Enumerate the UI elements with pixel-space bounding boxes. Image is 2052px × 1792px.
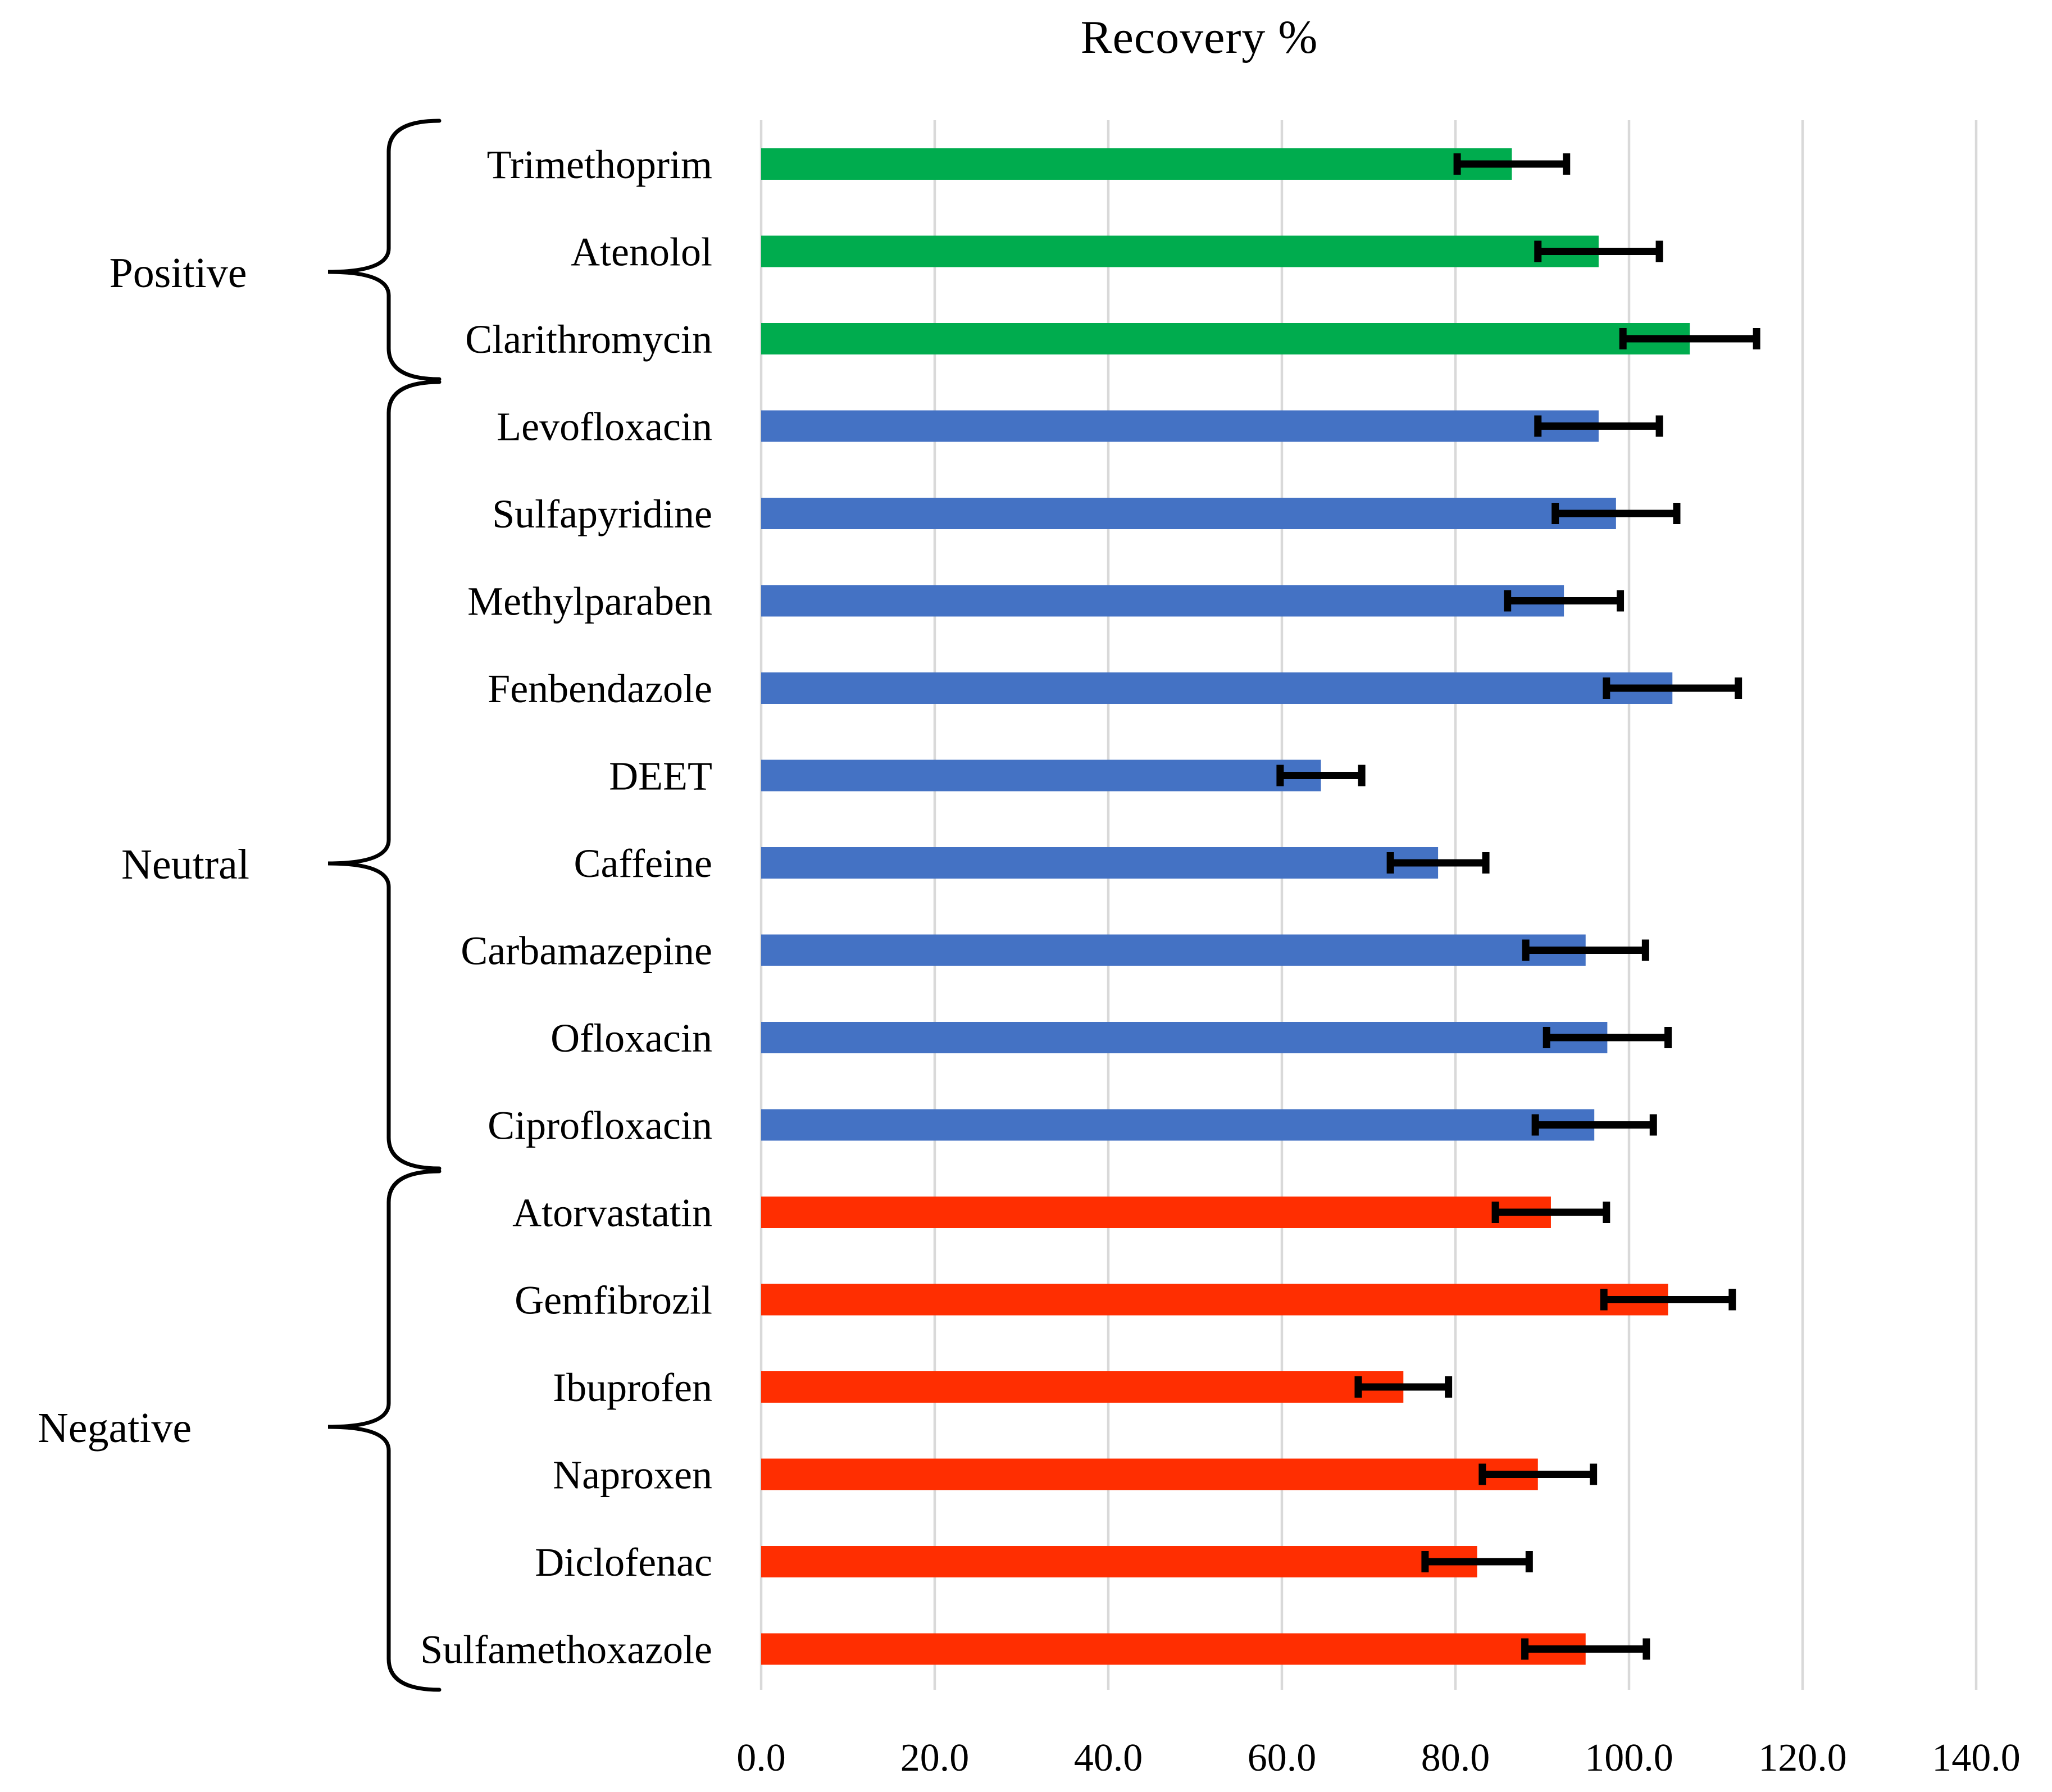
brace-neutral <box>327 380 442 1171</box>
error-bar-trimethoprim <box>1453 153 1571 175</box>
category-label-ciprofloxacin: Ciprofloxacin <box>488 1103 712 1148</box>
bar-clarithromycin <box>761 323 1690 354</box>
error-bars <box>1276 153 1760 1660</box>
error-bar-methylparaben <box>1504 590 1625 612</box>
bar-diclofenac <box>761 1546 1477 1577</box>
x-tick-label-100: 100.0 <box>1585 1736 1673 1780</box>
bar-sulfapyridine <box>761 498 1616 529</box>
error-bar-sulfapyridine <box>1551 503 1681 524</box>
error-bar-atenolol <box>1534 240 1663 262</box>
error-bar-ciprofloxacin <box>1531 1114 1657 1136</box>
category-label-sulfapyridine: Sulfapyridine <box>492 492 712 536</box>
group-label-positive: Positive <box>110 249 247 297</box>
category-label-sulfamethoxazole: Sulfamethoxazole <box>420 1627 712 1672</box>
error-bar-carbamazepine <box>1522 939 1649 961</box>
error-bar-atorvastatin <box>1491 1202 1610 1223</box>
category-label-fenbendazole: Fenbendazole <box>488 666 712 711</box>
bar-atenolol <box>761 235 1599 267</box>
error-bar-levofloxacin <box>1534 415 1663 437</box>
category-label-atorvastatin: Atorvastatin <box>512 1190 712 1235</box>
bars <box>761 148 1690 1665</box>
x-axis-tick-labels: 0.0 20.0 40.0 60.0 80.0 100.0 120.0 140.0 <box>736 1736 2021 1780</box>
group-label-negative: Negative <box>38 1404 192 1452</box>
error-bar-caffeine <box>1386 852 1490 874</box>
error-bar-naproxen <box>1478 1463 1598 1485</box>
x-tick-label-140: 140.0 <box>1932 1736 2021 1780</box>
bar-atorvastatin <box>761 1197 1551 1228</box>
error-bar-clarithromycin <box>1619 328 1760 349</box>
bar-levofloxacin <box>761 410 1599 442</box>
group-braces: Positive Neutral Negative <box>38 119 442 1692</box>
error-bar-fenbendazole <box>1603 677 1742 699</box>
category-label-atenolol: Atenolol <box>571 230 712 275</box>
error-bar-ofloxacin <box>1543 1027 1672 1048</box>
brace-positive <box>327 119 442 381</box>
error-bar-sulfamethoxazole <box>1521 1638 1650 1660</box>
category-label-deet: DEET <box>609 754 712 799</box>
category-label-carbamazepine: Carbamazepine <box>461 929 712 974</box>
bar-sulfamethoxazole <box>761 1633 1586 1665</box>
bar-ibuprofen <box>761 1371 1404 1403</box>
x-tick-label-40: 40.0 <box>1074 1736 1143 1780</box>
chart-title: Recovery % <box>1080 11 1318 63</box>
bar-trimethoprim <box>761 148 1512 180</box>
category-label-trimethoprim: Trimethoprim <box>487 142 712 187</box>
category-label-methylparaben: Methylparaben <box>467 579 712 624</box>
brace-negative <box>327 1169 442 1692</box>
error-bar-diclofenac <box>1421 1551 1533 1572</box>
bar-carbamazepine <box>761 934 1586 966</box>
error-bar-gemfibrozil <box>1600 1289 1736 1311</box>
error-bar-ibuprofen <box>1354 1376 1453 1398</box>
category-label-levofloxacin: Levofloxacin <box>497 404 712 449</box>
category-labels: Trimethoprim Atenolol Clarithromycin Levofl… <box>420 142 712 1672</box>
bar-fenbendazole <box>761 672 1673 704</box>
category-label-diclofenac: Diclofenac <box>535 1540 712 1585</box>
x-tick-label-120: 120.0 <box>1758 1736 1847 1780</box>
bar-naproxen <box>761 1458 1538 1490</box>
category-label-ofloxacin: Ofloxacin <box>550 1016 712 1061</box>
bar-caffeine <box>761 847 1439 879</box>
error-bar-deet <box>1276 765 1366 786</box>
x-tick-label-0: 0.0 <box>736 1736 786 1780</box>
bar-methylparaben <box>761 585 1564 617</box>
x-tick-label-60: 60.0 <box>1248 1736 1317 1780</box>
bar-gemfibrozil <box>761 1284 1668 1316</box>
bar-ofloxacin <box>761 1022 1608 1053</box>
category-label-caffeine: Caffeine <box>574 841 712 886</box>
category-label-ibuprofen: Ibuprofen <box>553 1365 712 1410</box>
category-label-gemfibrozil: Gemfibrozil <box>515 1278 712 1323</box>
group-label-neutral: Neutral <box>121 841 249 888</box>
bar-deet <box>761 759 1321 792</box>
x-tick-label-20: 20.0 <box>900 1736 970 1780</box>
category-label-clarithromycin: Clarithromycin <box>465 317 712 362</box>
gridlines <box>759 120 1978 1690</box>
category-label-naproxen: Naproxen <box>553 1453 712 1498</box>
bar-ciprofloxacin <box>761 1109 1595 1141</box>
x-tick-label-80: 80.0 <box>1421 1736 1490 1780</box>
